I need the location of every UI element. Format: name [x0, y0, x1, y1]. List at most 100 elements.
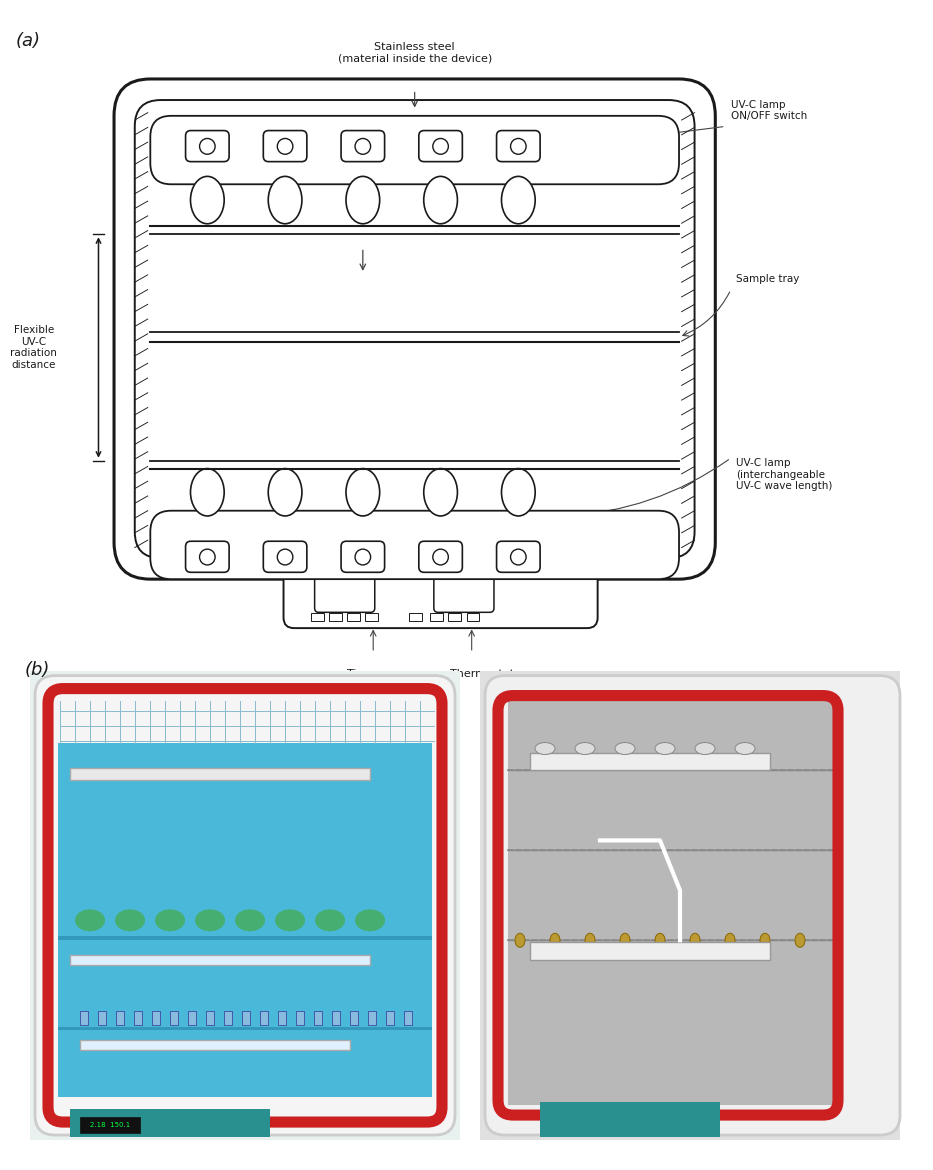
- Bar: [58, 743, 432, 1112]
- Circle shape: [355, 549, 370, 565]
- Circle shape: [510, 138, 526, 154]
- Ellipse shape: [190, 177, 224, 223]
- Bar: [188, 1011, 196, 1025]
- FancyBboxPatch shape: [314, 572, 375, 612]
- FancyBboxPatch shape: [496, 542, 540, 572]
- Bar: [30, 670, 460, 1140]
- FancyBboxPatch shape: [284, 562, 598, 628]
- Circle shape: [200, 138, 216, 154]
- Bar: [296, 1011, 304, 1025]
- Ellipse shape: [502, 177, 536, 223]
- Text: Thermostat: Thermostat: [450, 668, 514, 679]
- Bar: [206, 1011, 214, 1025]
- Ellipse shape: [195, 909, 225, 931]
- Bar: [242, 1011, 250, 1025]
- Bar: [80, 1040, 350, 1051]
- Ellipse shape: [550, 934, 560, 948]
- FancyBboxPatch shape: [186, 542, 230, 572]
- Ellipse shape: [535, 743, 555, 755]
- Bar: [170, 1011, 178, 1025]
- Ellipse shape: [695, 743, 715, 755]
- Ellipse shape: [615, 743, 635, 755]
- Ellipse shape: [115, 909, 145, 931]
- Ellipse shape: [235, 909, 265, 931]
- Bar: [311, 613, 324, 621]
- Text: Flexible
UV-C
radiation
distance: Flexible UV-C radiation distance: [10, 325, 57, 370]
- FancyBboxPatch shape: [150, 116, 679, 184]
- Ellipse shape: [575, 743, 595, 755]
- Ellipse shape: [346, 177, 380, 223]
- Circle shape: [355, 138, 370, 154]
- FancyBboxPatch shape: [341, 131, 384, 161]
- Bar: [58, 1097, 432, 1112]
- Ellipse shape: [190, 468, 224, 516]
- Ellipse shape: [502, 468, 536, 516]
- Circle shape: [200, 549, 216, 565]
- Bar: [404, 1011, 412, 1025]
- Text: Stainless steel
(material inside the device): Stainless steel (material inside the dev…: [338, 42, 492, 63]
- Text: 2.18  150.1: 2.18 150.1: [90, 1122, 130, 1128]
- FancyBboxPatch shape: [485, 675, 900, 1135]
- Text: UV-C lamp
ON/OFF switch: UV-C lamp ON/OFF switch: [731, 99, 807, 122]
- Bar: [368, 1011, 376, 1025]
- Ellipse shape: [690, 934, 700, 948]
- Bar: [58, 1027, 432, 1030]
- Ellipse shape: [760, 934, 770, 948]
- FancyBboxPatch shape: [263, 542, 307, 572]
- Ellipse shape: [155, 909, 185, 931]
- Ellipse shape: [269, 468, 302, 516]
- Bar: [70, 769, 370, 780]
- Text: Timer: Timer: [347, 668, 379, 679]
- Bar: [314, 1011, 322, 1025]
- Ellipse shape: [725, 934, 735, 948]
- Bar: [80, 1117, 140, 1133]
- Bar: [430, 613, 443, 621]
- Text: UV-C lamp
(interchangeable
UV-C wave length): UV-C lamp (interchangeable UV-C wave len…: [736, 457, 832, 491]
- Bar: [70, 955, 370, 965]
- Circle shape: [433, 138, 449, 154]
- Ellipse shape: [655, 743, 675, 755]
- Bar: [332, 1011, 340, 1025]
- Bar: [80, 1011, 88, 1025]
- Bar: [152, 1011, 160, 1025]
- Bar: [410, 613, 423, 621]
- Ellipse shape: [315, 909, 345, 931]
- Bar: [530, 752, 770, 771]
- Bar: [278, 1011, 286, 1025]
- Bar: [224, 1011, 232, 1025]
- FancyBboxPatch shape: [134, 99, 694, 558]
- Bar: [508, 696, 838, 1106]
- Ellipse shape: [355, 909, 385, 931]
- Ellipse shape: [735, 743, 755, 755]
- FancyBboxPatch shape: [114, 78, 716, 579]
- Bar: [134, 1011, 142, 1025]
- Ellipse shape: [275, 909, 305, 931]
- Ellipse shape: [424, 177, 457, 223]
- Bar: [58, 936, 432, 941]
- FancyBboxPatch shape: [186, 131, 230, 161]
- Ellipse shape: [585, 934, 595, 948]
- Ellipse shape: [620, 934, 630, 948]
- Ellipse shape: [424, 468, 457, 516]
- FancyBboxPatch shape: [35, 675, 455, 1135]
- Circle shape: [277, 549, 293, 565]
- FancyBboxPatch shape: [496, 131, 540, 161]
- FancyBboxPatch shape: [263, 131, 307, 161]
- Circle shape: [277, 138, 293, 154]
- Ellipse shape: [515, 934, 525, 948]
- Ellipse shape: [269, 177, 302, 223]
- Circle shape: [510, 549, 526, 565]
- FancyBboxPatch shape: [434, 572, 494, 612]
- Bar: [366, 613, 379, 621]
- Bar: [449, 613, 461, 621]
- Bar: [540, 1102, 720, 1137]
- Text: (b): (b): [25, 661, 50, 679]
- Circle shape: [433, 549, 449, 565]
- Bar: [350, 1011, 358, 1025]
- FancyBboxPatch shape: [419, 131, 463, 161]
- Ellipse shape: [795, 934, 805, 948]
- Bar: [98, 1011, 106, 1025]
- Ellipse shape: [346, 468, 380, 516]
- Bar: [116, 1011, 124, 1025]
- Bar: [70, 1109, 270, 1137]
